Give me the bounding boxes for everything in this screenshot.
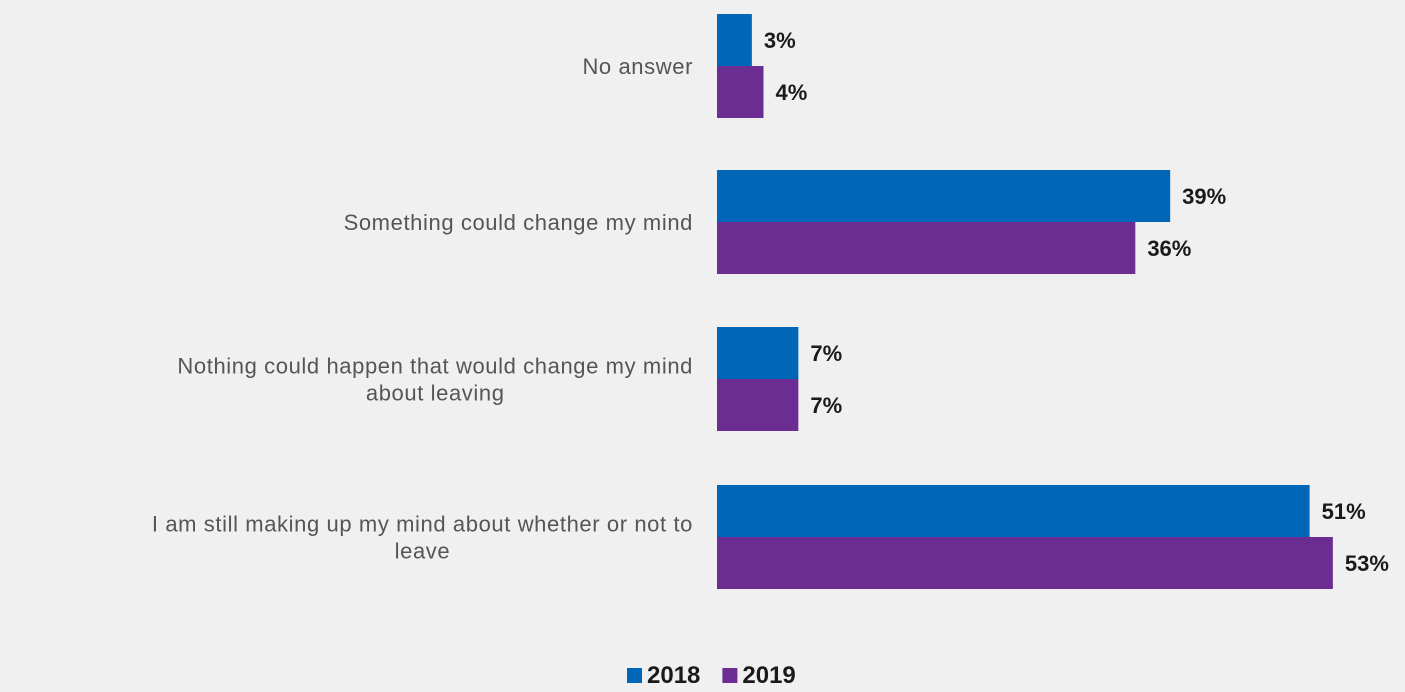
legend: 2018 2019 <box>627 662 796 689</box>
value-labels: 3% 4% 39% 36% 7% 7% 51% 53% <box>764 28 1389 576</box>
category-label-line: Nothing could happen that would change m… <box>177 354 693 379</box>
legend-label-2019: 2019 <box>742 662 795 689</box>
category-labels: No answer Something could change my mind N… <box>152 54 693 564</box>
category-label: Something could change my mind <box>344 210 693 235</box>
bar-2018 <box>717 485 1310 537</box>
category-label: No answer <box>582 54 693 79</box>
legend-swatch-2018 <box>627 668 642 683</box>
bar-2018 <box>717 327 799 379</box>
category-label: Nothing could happen that would change m… <box>177 354 693 406</box>
bar-2019 <box>717 537 1333 589</box>
category-label-line: about leaving <box>366 381 505 406</box>
value-label-2018: 3% <box>764 28 796 53</box>
category-label-line: Something could change my mind <box>344 210 693 235</box>
bar-2018 <box>717 14 752 66</box>
legend-label-2018: 2018 <box>647 662 700 689</box>
value-label-2019: 7% <box>810 393 842 418</box>
value-label-2018: 39% <box>1182 184 1226 209</box>
bar-2019 <box>717 66 764 118</box>
value-label-2018: 51% <box>1322 499 1366 524</box>
legend-swatch-2019 <box>722 668 738 683</box>
bar-2018 <box>717 170 1171 222</box>
category-label-line: I am still making up my mind about wheth… <box>152 512 693 537</box>
value-label-2019: 4% <box>775 80 807 105</box>
bars <box>717 14 1333 589</box>
value-label-2019: 53% <box>1345 551 1389 576</box>
value-label-2018: 7% <box>810 341 842 366</box>
category-label-line: leave <box>395 539 451 564</box>
bar-2019 <box>717 222 1136 274</box>
category-label: I am still making up my mind about wheth… <box>152 512 693 564</box>
value-label-2019: 36% <box>1147 236 1191 261</box>
category-label-line: No answer <box>582 54 693 79</box>
bar-2019 <box>717 379 799 431</box>
